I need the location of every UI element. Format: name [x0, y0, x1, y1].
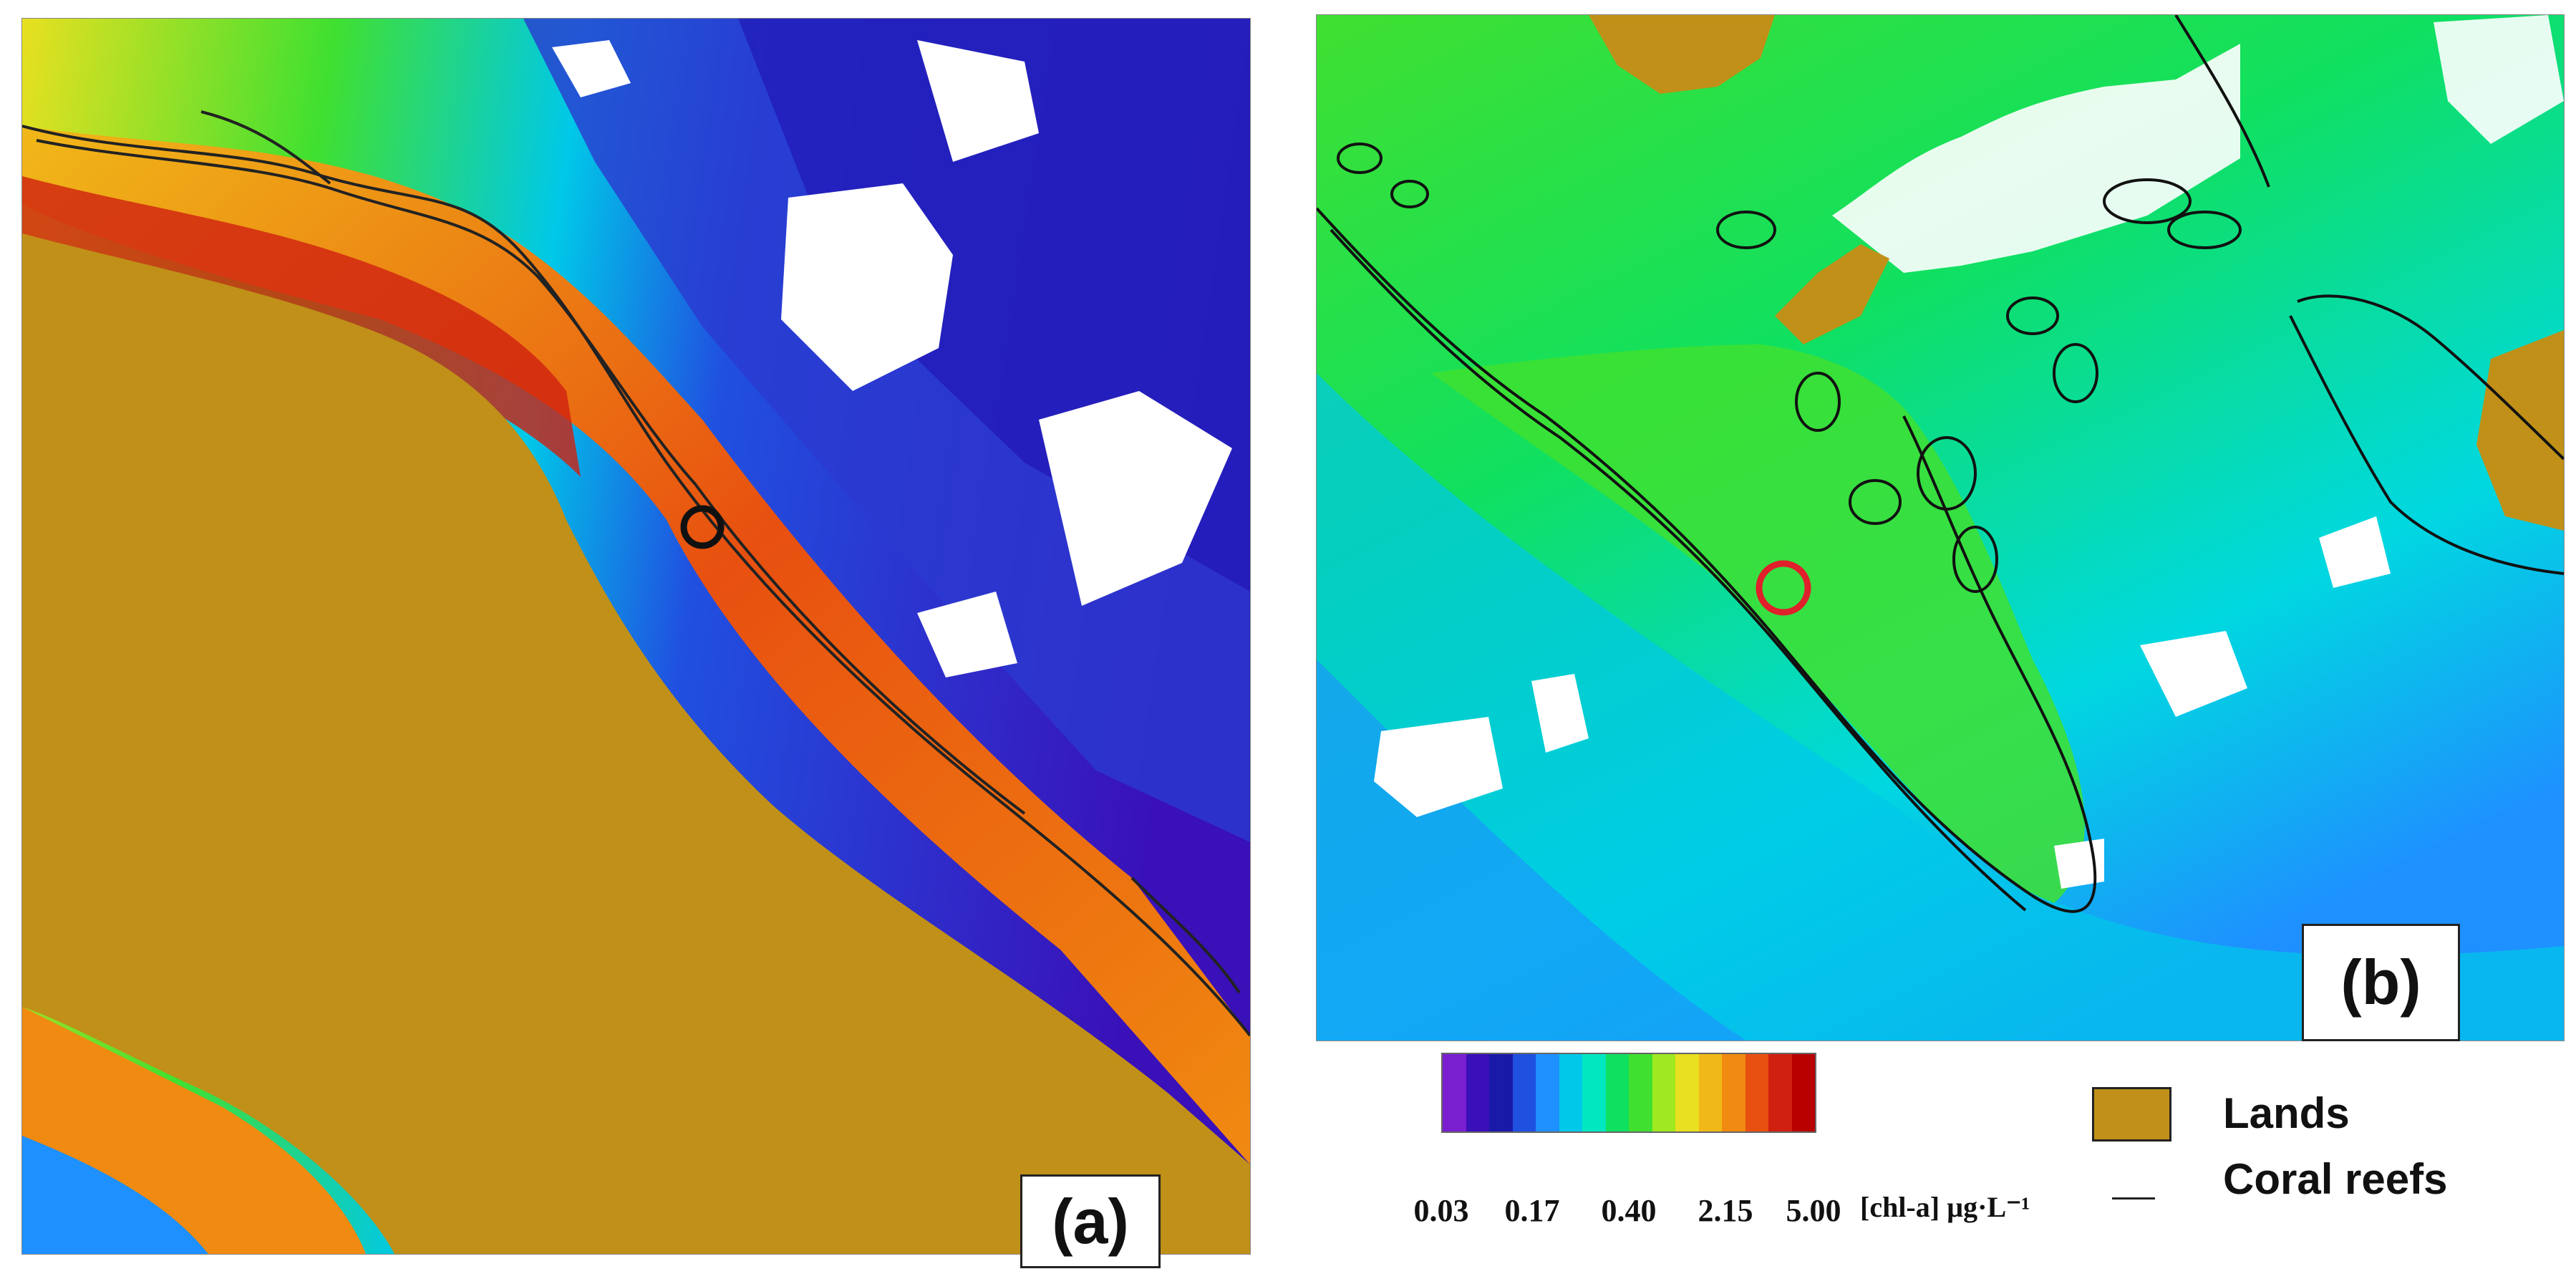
land-legend-swatch: [2092, 1087, 2171, 1142]
panel-label-a: (a): [1020, 1174, 1161, 1268]
colorbar-swatch: [1791, 1054, 1815, 1131]
chl-a-map-b: [1317, 15, 2564, 1041]
colorbar-tick-label: 0.40: [1601, 1193, 1657, 1228]
coral-reef-legend-line: [2112, 1197, 2155, 1200]
colorbar-swatch: [1443, 1054, 1466, 1131]
coral-reef-legend-label: Coral reefs: [2223, 1155, 2448, 1203]
colorbar-swatch: [1536, 1054, 1559, 1131]
chl-a-colorbar: [1441, 1053, 1816, 1133]
study-site-marker-a: [680, 505, 725, 549]
colorbar-swatch: [1605, 1054, 1629, 1131]
colorbar-swatch: [1722, 1054, 1745, 1131]
colorbar-swatch: [1582, 1054, 1606, 1131]
panel-label-b: (b): [2302, 924, 2460, 1041]
colorbar-tick-label: 0.17: [1504, 1193, 1560, 1228]
land-legend-label: Lands: [2223, 1089, 2350, 1137]
colorbar-swatch: [1675, 1054, 1699, 1131]
map-panel-a: [21, 18, 1251, 1255]
colorbar-swatch: [1745, 1054, 1768, 1131]
colorbar-swatch: [1768, 1054, 1792, 1131]
study-site-marker-b: [1756, 560, 1811, 616]
colorbar-swatch: [1512, 1054, 1536, 1131]
colorbar-swatch: [1629, 1054, 1652, 1131]
colorbar-units-label: [chl-a] µg·L⁻¹: [1860, 1191, 2030, 1223]
chl-a-map-a: [22, 19, 1250, 1254]
colorbar-swatch: [1559, 1054, 1582, 1131]
colorbar-tick-label: 0.03: [1413, 1193, 1469, 1228]
colorbar-swatch: [1698, 1054, 1722, 1131]
colorbar-swatch: [1652, 1054, 1675, 1131]
coral-reef-lines-b: [1317, 15, 2564, 913]
coral-reef-lines-a: [22, 110, 1250, 1037]
colorbar-tick-label: 2.15: [1698, 1193, 1753, 1228]
colorbar-swatch: [1489, 1054, 1513, 1131]
colorbar-tick-label: 5.00: [1786, 1193, 1841, 1228]
map-panel-b: [1316, 14, 2565, 1041]
colorbar-swatch: [1466, 1054, 1489, 1131]
